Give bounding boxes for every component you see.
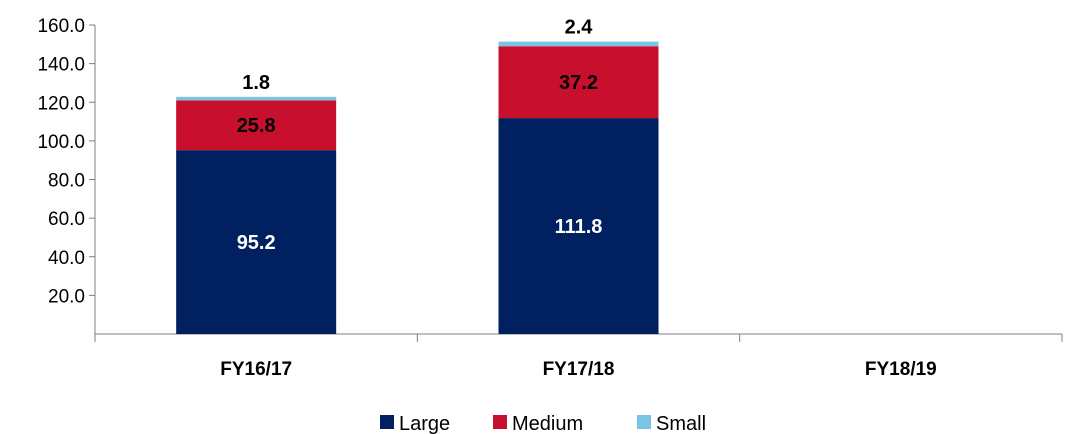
bar-small [498,41,659,47]
y-axis: 20.0 40.0 60.0 80.0 100.0 120.0 140.0 160.0 [37,16,96,342]
value-labels: 95.2 25.8 1.8 111.8 37.2 2.4 [237,17,603,254]
x-axis: FY16/17 FY17/18 FY18/19 [94,333,1063,380]
legend-label-large: Large [399,413,450,434]
data-label-medium: 25.8 [237,115,276,137]
legend-label-small: Small [656,413,706,434]
legend-swatch-small [637,415,651,429]
bar-small [176,96,337,101]
y-tick-label: 100.0 [37,132,85,153]
data-label-small: 2.4 [565,17,594,39]
bar-medium [498,46,659,119]
x-tick-label: FY17/18 [543,359,615,380]
x-tick-label: FY18/19 [865,359,937,380]
legend: Large Medium Small [380,413,706,434]
y-tick-label: 40.0 [48,248,85,269]
data-label-small: 1.8 [242,72,270,94]
legend-swatch-large [380,415,394,429]
bar-large [176,150,337,334]
y-tick-label: 160.0 [37,16,85,37]
bar-medium [176,100,337,151]
x-tick-label: FY16/17 [220,359,292,380]
y-tick-label: 80.0 [48,171,85,192]
bars [176,41,659,335]
legend-swatch-medium [493,415,507,429]
data-label-medium: 37.2 [559,72,598,94]
y-tick-label: 60.0 [48,209,85,230]
y-tick-label: 20.0 [48,286,85,307]
y-tick-label: 120.0 [37,93,85,114]
data-label-large: 95.2 [237,232,276,254]
y-tick-label: 140.0 [37,55,85,76]
bar-large [498,118,659,335]
legend-label-medium: Medium [512,413,583,434]
data-label-large: 111.8 [555,216,603,238]
